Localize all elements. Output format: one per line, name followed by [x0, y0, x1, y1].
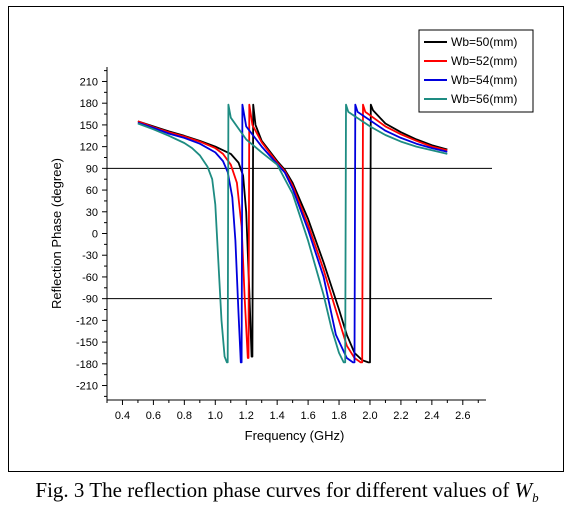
- x-tick-label: 0.6: [146, 410, 161, 422]
- x-tick-label: 1.4: [270, 410, 285, 422]
- y-tick-label: 180: [80, 98, 98, 110]
- y-axis-label: Reflection Phase (degree): [49, 158, 64, 309]
- y-tick-label: -210: [76, 381, 98, 393]
- reflection-phase-chart: 210 180 150 120 90 60 30 0 -30 -60 -90 -120 -150 -180…: [49, 29, 534, 443]
- x-tick-label: 2.4: [424, 410, 439, 422]
- y-tick-label: -150: [76, 337, 98, 349]
- series-line-4: [137, 103, 448, 364]
- series-line-3: [137, 103, 448, 364]
- x-tick-label: 2.2: [393, 410, 408, 422]
- x-tick-label: 1.2: [239, 410, 254, 422]
- y-tick-label: -90: [82, 294, 98, 306]
- x-axis-label: Frequency (GHz): [245, 428, 345, 443]
- caption-text: Fig. 3 The reflection phase curves for d…: [35, 478, 510, 502]
- y-tick-label: 60: [86, 185, 98, 197]
- legend-label: Wb=52(mm): [451, 54, 517, 68]
- caption-symbol: W: [514, 478, 533, 502]
- y-tick-label: 120: [80, 142, 98, 154]
- caption-subscript: b: [532, 490, 539, 506]
- series-line-1: [137, 103, 448, 364]
- y-tick-label: 210: [80, 76, 98, 88]
- y-tick-label: -180: [76, 359, 98, 371]
- y-tick-label: 150: [80, 120, 98, 132]
- legend-label: Wb=50(mm): [451, 35, 517, 49]
- y-tick-label: 0: [92, 229, 98, 241]
- series-line-2: [137, 103, 448, 364]
- y-tick-label: 30: [86, 207, 98, 219]
- y-tick-label: -60: [82, 272, 98, 284]
- x-tick-label: 1.8: [331, 410, 346, 422]
- y-tick-label: -30: [82, 250, 98, 262]
- x-tick-label: 2.0: [362, 410, 377, 422]
- legend-label: Wb=56(mm): [451, 92, 517, 106]
- legend-label: Wb=54(mm): [451, 73, 517, 87]
- figure-frame: 210 180 150 120 90 60 30 0 -30 -60 -90 -120 -150 -180…: [8, 6, 564, 472]
- x-tick-label: 0.8: [177, 410, 192, 422]
- x-tick-label: 2.6: [455, 410, 470, 422]
- y-tick-label: 90: [86, 163, 98, 175]
- x-tick-label: 1.6: [300, 410, 315, 422]
- figure-caption: Fig. 3 The reflection phase curves for d…: [0, 478, 574, 506]
- x-tick-label: 1.0: [208, 410, 223, 422]
- x-tick-label: 0.4: [115, 410, 130, 422]
- y-tick-label: -120: [76, 315, 98, 327]
